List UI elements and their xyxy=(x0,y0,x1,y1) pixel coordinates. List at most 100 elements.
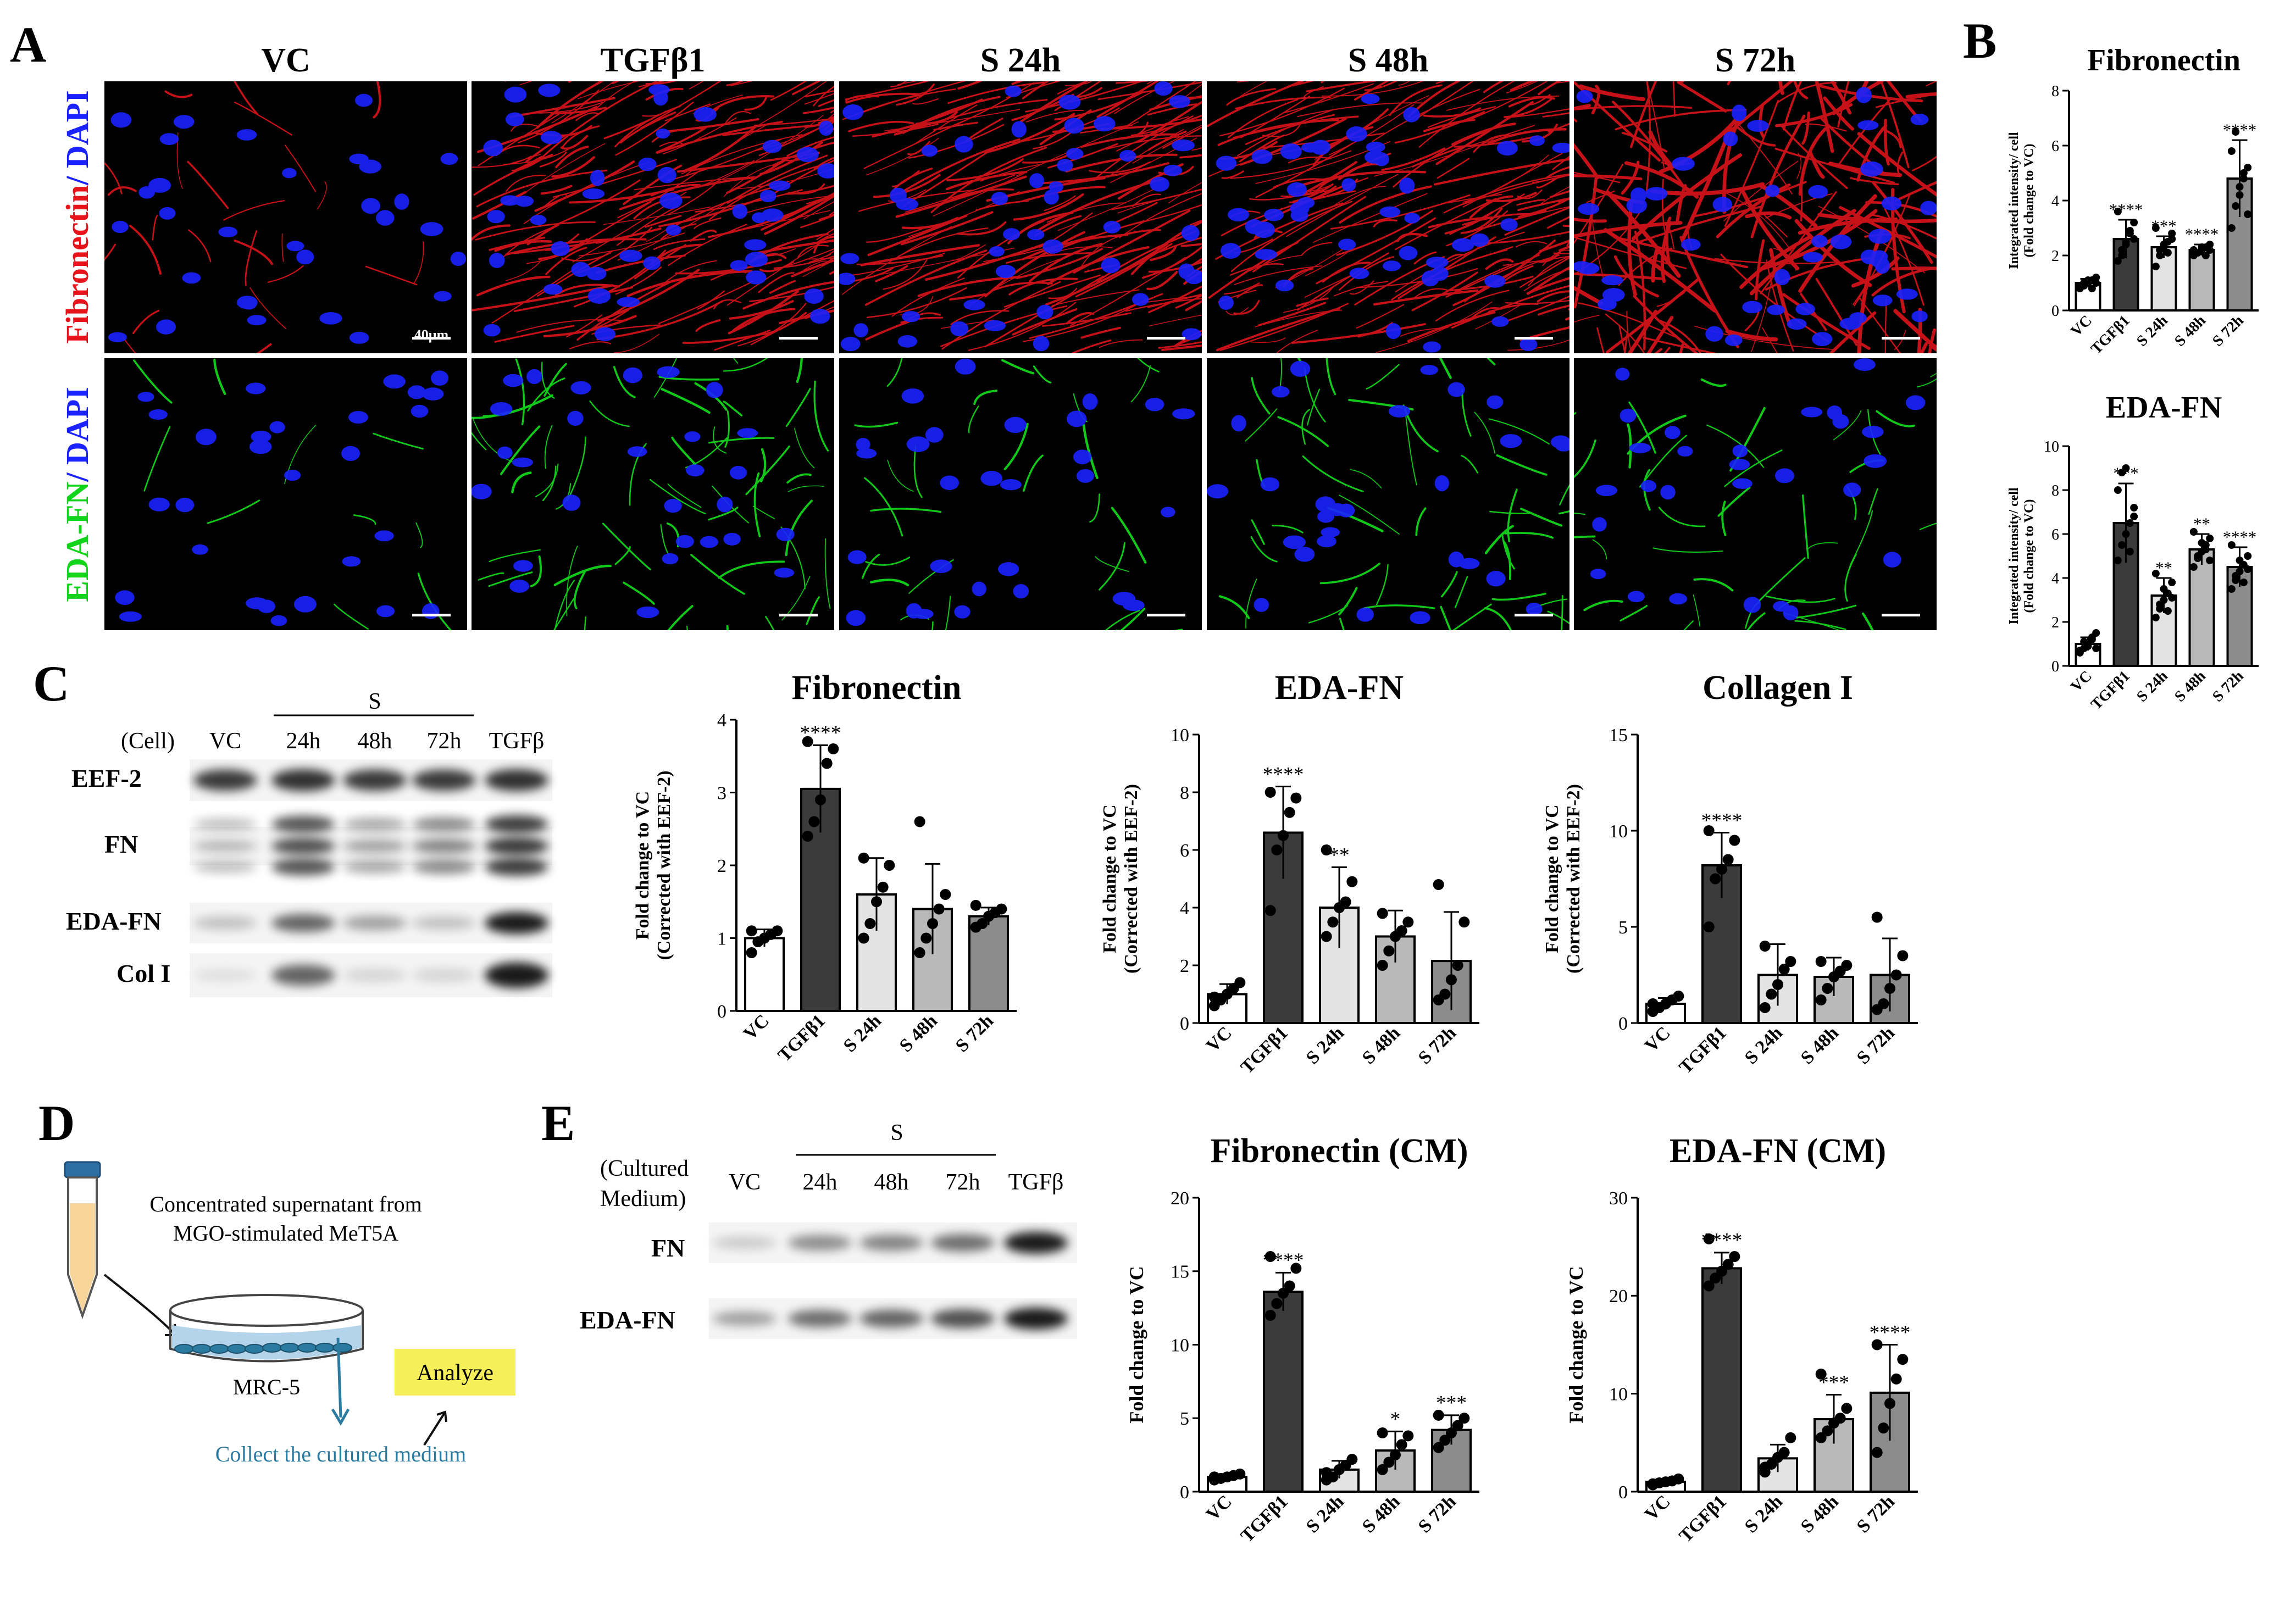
data-point xyxy=(2160,241,2168,248)
blot-band xyxy=(193,916,257,930)
data-point xyxy=(2114,208,2122,215)
tube-cap-icon xyxy=(64,1161,101,1178)
data-point xyxy=(1822,983,1833,994)
data-point xyxy=(1271,1298,1283,1309)
blot-band xyxy=(485,962,548,988)
blot-band xyxy=(485,912,548,934)
y-tick-label: 0 xyxy=(1618,1014,1628,1034)
blot-band xyxy=(193,840,257,852)
data-point xyxy=(877,881,889,893)
data-point xyxy=(2168,594,2176,602)
category-label: S 48h xyxy=(896,1010,941,1056)
scale-bar xyxy=(1882,337,1920,340)
significance-label: **** xyxy=(2185,225,2219,244)
scale-bar xyxy=(1147,614,1185,616)
chart-E-fibronectin: Fibronectin (CM) 0 5 10 15 20 Fold change to V… xyxy=(1125,1132,1479,1547)
analyze-arrow-icon xyxy=(423,1411,446,1446)
data-point xyxy=(914,816,925,827)
y-tick-label: 20 xyxy=(1171,1188,1189,1209)
panel-b-letter: B xyxy=(1963,13,1996,69)
collect-arrow-icon xyxy=(336,1337,342,1418)
data-point xyxy=(996,903,1007,915)
data-point xyxy=(2092,274,2100,281)
significance-label: *** xyxy=(2151,217,2176,236)
blot-band xyxy=(788,1235,852,1251)
category-label: S 48h xyxy=(2171,668,2209,705)
blot-band xyxy=(859,1235,923,1251)
data-point xyxy=(1208,1471,1220,1483)
data-point xyxy=(2130,219,2138,226)
category-label: TGFβ1 xyxy=(1237,1022,1292,1077)
data-point xyxy=(2114,257,2122,265)
significance-label: *** xyxy=(2113,464,2138,483)
data-point xyxy=(2227,585,2236,593)
data-point xyxy=(2122,241,2130,248)
category-label: S 24h xyxy=(1302,1022,1348,1068)
data-point xyxy=(1433,1409,1444,1421)
data-point xyxy=(2156,601,2164,608)
data-point xyxy=(2122,464,2130,472)
data-point xyxy=(2118,541,2126,549)
data-point xyxy=(1759,1002,1771,1013)
significance-label: **** xyxy=(1701,809,1743,832)
data-point xyxy=(1439,1435,1451,1446)
data-point xyxy=(2114,486,2122,494)
data-point xyxy=(920,932,932,944)
data-point xyxy=(1716,1265,1727,1277)
data-point xyxy=(2151,224,2160,232)
data-point xyxy=(1759,941,1771,952)
data-point xyxy=(2088,285,2096,292)
collect-arrowhead xyxy=(331,1408,350,1426)
significance-label: **** xyxy=(1870,1321,1911,1344)
data-point xyxy=(1897,950,1909,961)
category-label: S 72h xyxy=(1415,1022,1460,1068)
category-label: VC xyxy=(1202,1022,1236,1056)
category-label: S 72h xyxy=(2209,668,2247,705)
blot-e-row-edafn: EDA-FN xyxy=(580,1306,675,1334)
collect-label: Collect the cultured medium xyxy=(215,1442,467,1466)
data-point xyxy=(1878,1422,1889,1434)
bar xyxy=(2188,249,2215,312)
data-point xyxy=(2164,607,2172,615)
data-point xyxy=(2130,504,2138,512)
scale-bar xyxy=(412,337,451,340)
data-point xyxy=(2239,169,2248,177)
data-point xyxy=(977,918,988,929)
y-axis-label: Fold change to VC xyxy=(1565,1266,1587,1423)
data-point xyxy=(1890,969,1902,981)
data-point xyxy=(2194,249,2202,257)
bar xyxy=(1701,1267,1742,1493)
category-label: TGFβ1 xyxy=(1676,1491,1731,1546)
scale-bar xyxy=(1515,337,1553,340)
data-point xyxy=(1647,998,1659,1009)
micrograph-edafn-3 xyxy=(1207,358,1570,630)
micrograph-edafn-1 xyxy=(472,358,834,630)
data-point xyxy=(871,896,882,908)
data-point xyxy=(1766,988,1777,1000)
significance-label: *** xyxy=(1818,1371,1849,1394)
y-axis-label: (Fold change to VC) xyxy=(2022,499,2037,613)
data-point xyxy=(1772,979,1783,990)
blot-band xyxy=(931,1309,995,1328)
data-point xyxy=(2084,276,2092,284)
supernatant-line1: Concentrated supernatant from xyxy=(149,1192,422,1216)
data-point xyxy=(2126,227,2134,235)
data-point xyxy=(933,903,945,915)
cell-icon xyxy=(280,1343,300,1353)
category-label: S 72h xyxy=(1415,1491,1460,1537)
y-tick-label: 5 xyxy=(1180,1409,1189,1429)
data-point xyxy=(2189,563,2198,571)
blot-cell-label: (Cell) xyxy=(121,729,175,754)
category-label: S 24h xyxy=(1741,1491,1787,1537)
data-point xyxy=(2168,579,2176,586)
data-point xyxy=(1871,1339,1883,1350)
y-tick-label: 20 xyxy=(1609,1286,1628,1307)
panel-a-letter: A xyxy=(10,16,46,73)
y-tick-label: 15 xyxy=(1609,725,1628,746)
data-point xyxy=(746,947,757,958)
data-point xyxy=(1878,998,1889,1009)
data-point xyxy=(1271,844,1283,855)
col-header-vc: VC xyxy=(261,42,310,79)
data-point xyxy=(2198,539,2206,547)
data-point xyxy=(2126,548,2134,555)
